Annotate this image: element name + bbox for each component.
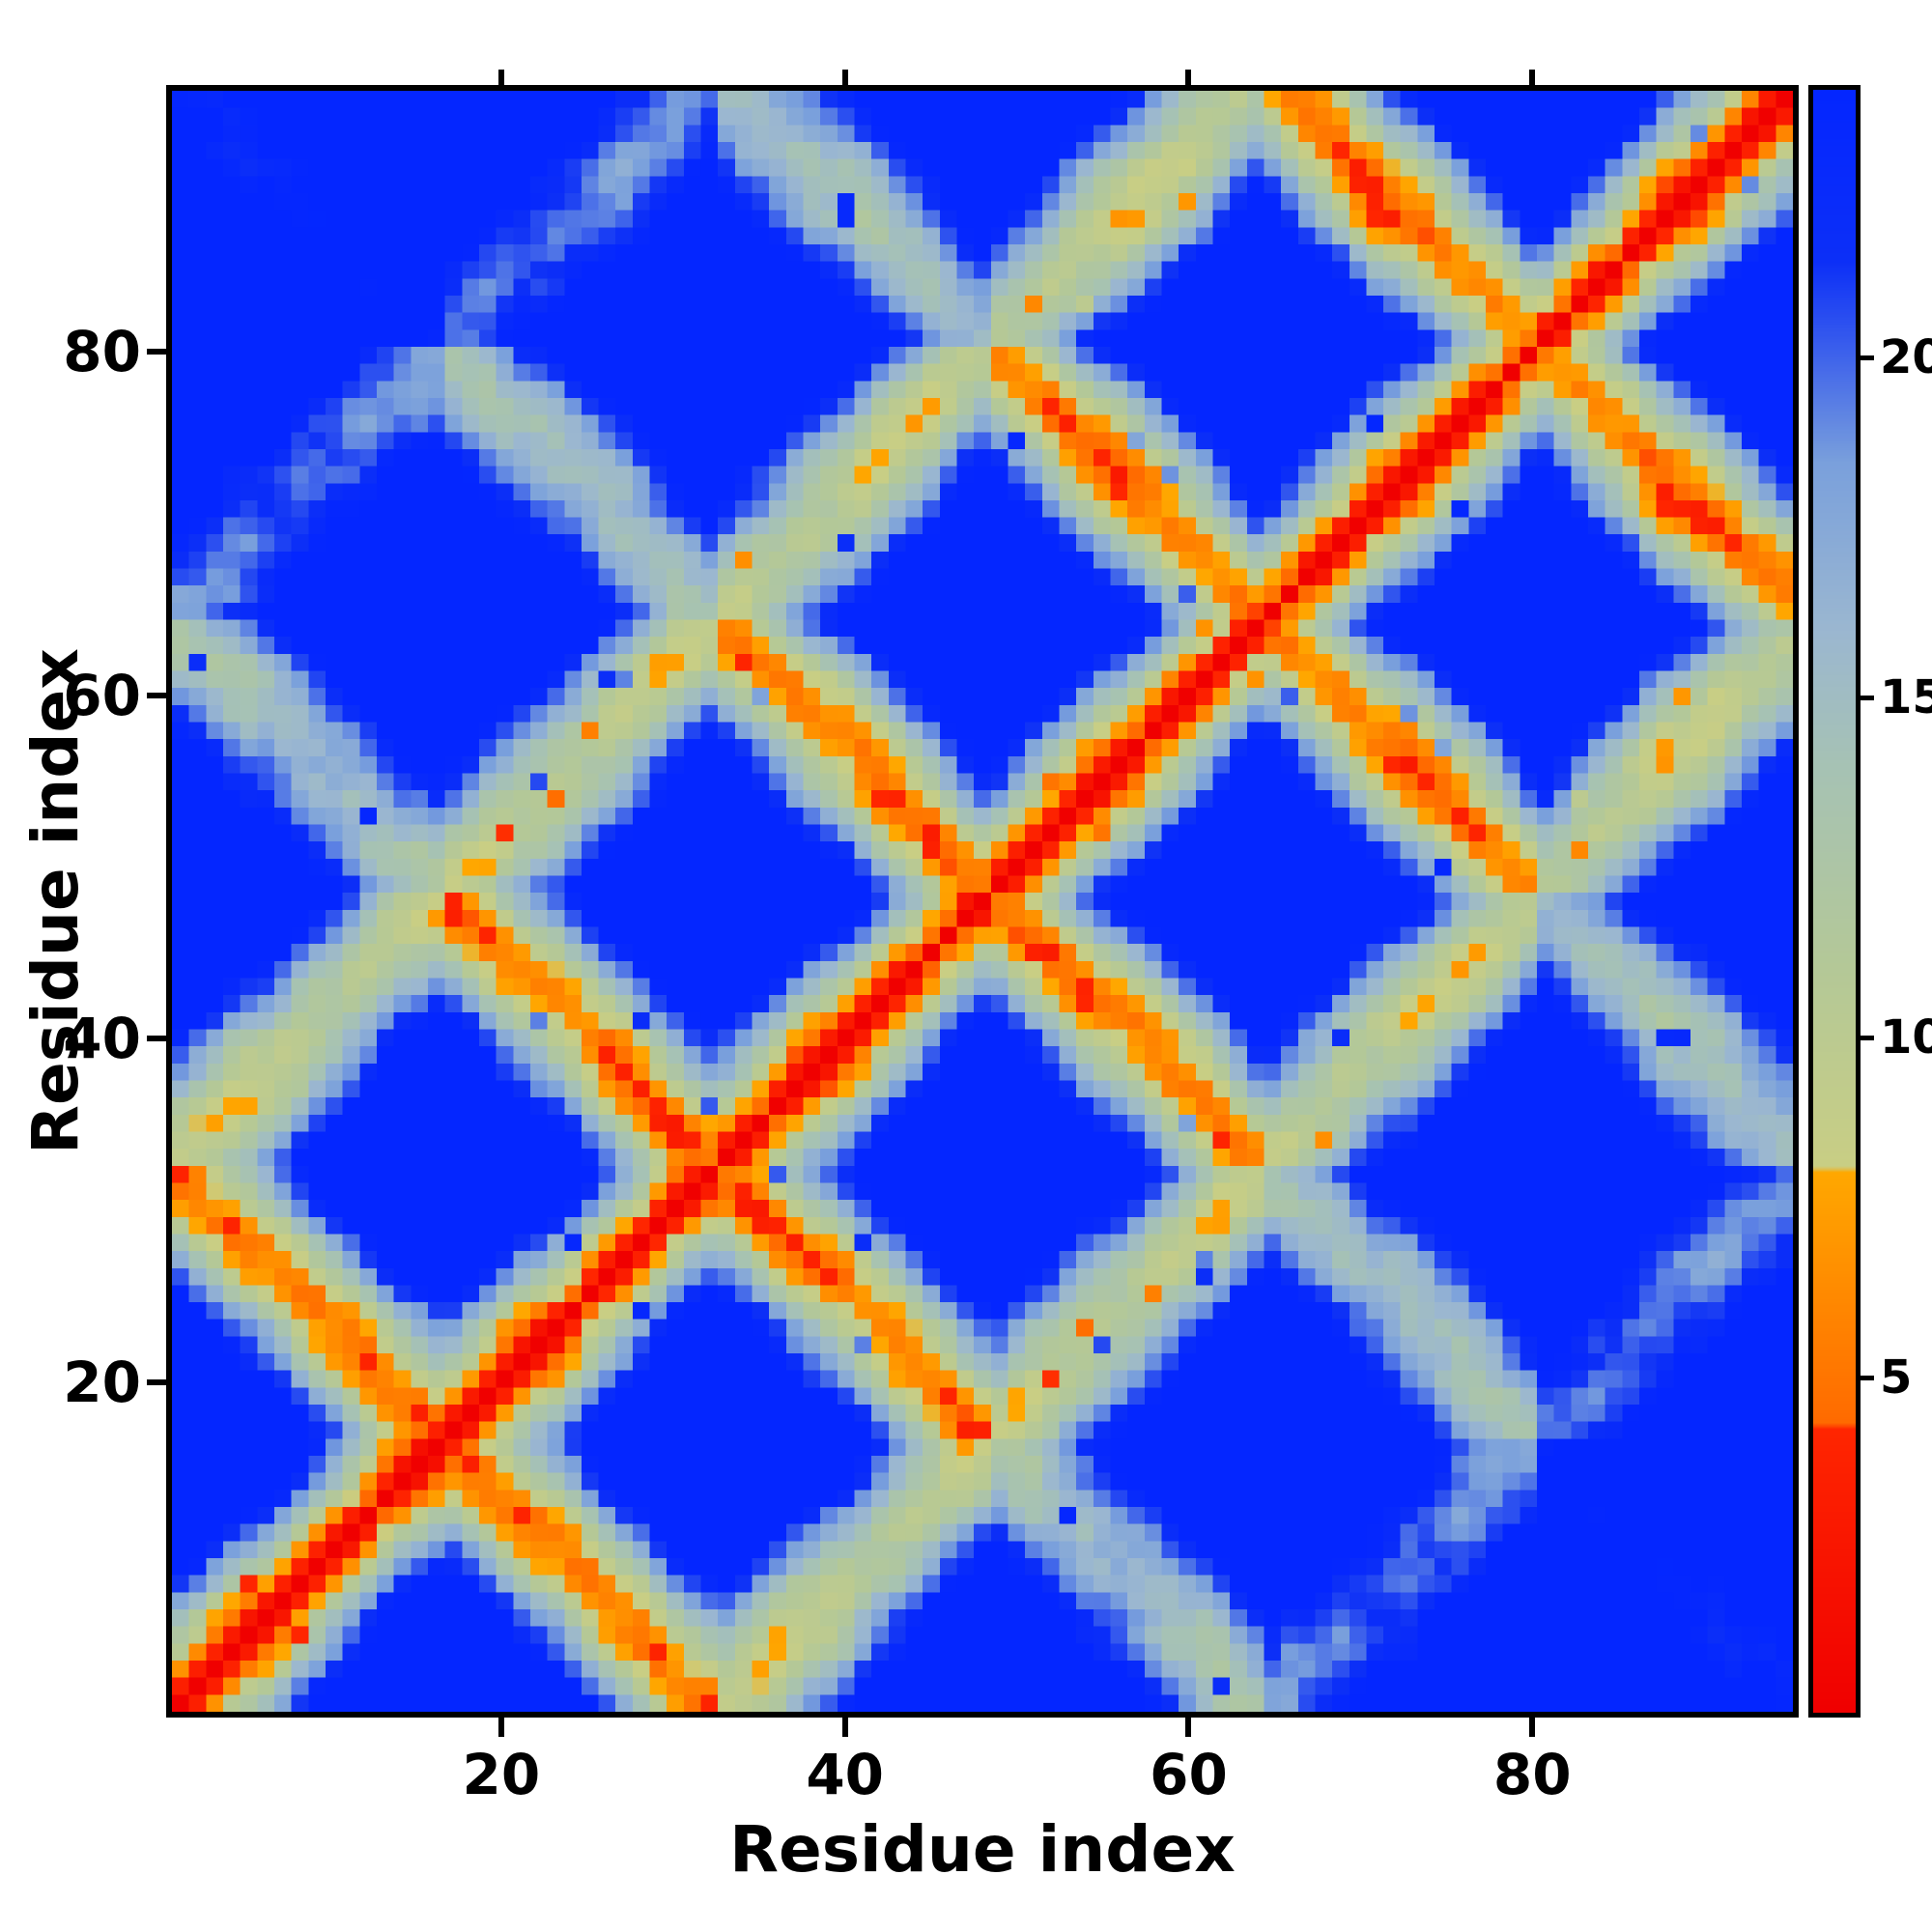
x-axis-top-tick	[497, 70, 504, 85]
x-axis-label: Residue index	[729, 1812, 1236, 1887]
x-tick-label: 40	[806, 1742, 885, 1807]
colorbar-tick	[1861, 355, 1874, 360]
colorbar	[1808, 85, 1861, 1718]
x-axis-top-tick	[1529, 70, 1536, 85]
x-axis-top-tick	[841, 70, 848, 85]
colorbar-tick-label: 20	[1880, 329, 1932, 384]
colorbar-tick	[1861, 1375, 1874, 1380]
y-axis-tick	[147, 348, 166, 355]
x-axis-top-tick	[1185, 70, 1192, 85]
y-tick-label: 20	[63, 1350, 141, 1416]
x-axis-tick	[1529, 1718, 1536, 1737]
y-axis-tick	[147, 692, 166, 698]
y-tick-label: 60	[63, 662, 141, 728]
x-axis-tick	[841, 1718, 848, 1737]
colorbar-tick	[1861, 1035, 1874, 1040]
heatmap-plot	[166, 85, 1799, 1718]
colorbar-tick-label: 10	[1880, 1009, 1932, 1065]
colorbar-tick	[1861, 695, 1874, 700]
colorbar-tick-label: 15	[1880, 669, 1932, 724]
heatmap-canvas	[172, 91, 1793, 1712]
x-tick-label: 60	[1150, 1742, 1228, 1807]
x-tick-label: 80	[1492, 1742, 1572, 1807]
y-tick-label: 80	[63, 318, 141, 384]
x-axis-tick	[497, 1718, 504, 1737]
colorbar-tick-label: 5	[1880, 1350, 1913, 1405]
y-axis-tick	[147, 1036, 166, 1042]
y-axis-tick	[147, 1379, 166, 1386]
x-axis-tick	[1185, 1718, 1192, 1737]
colorbar-canvas	[1813, 90, 1856, 1713]
y-tick-label: 40	[63, 1006, 141, 1072]
x-tick-label: 20	[462, 1742, 541, 1807]
